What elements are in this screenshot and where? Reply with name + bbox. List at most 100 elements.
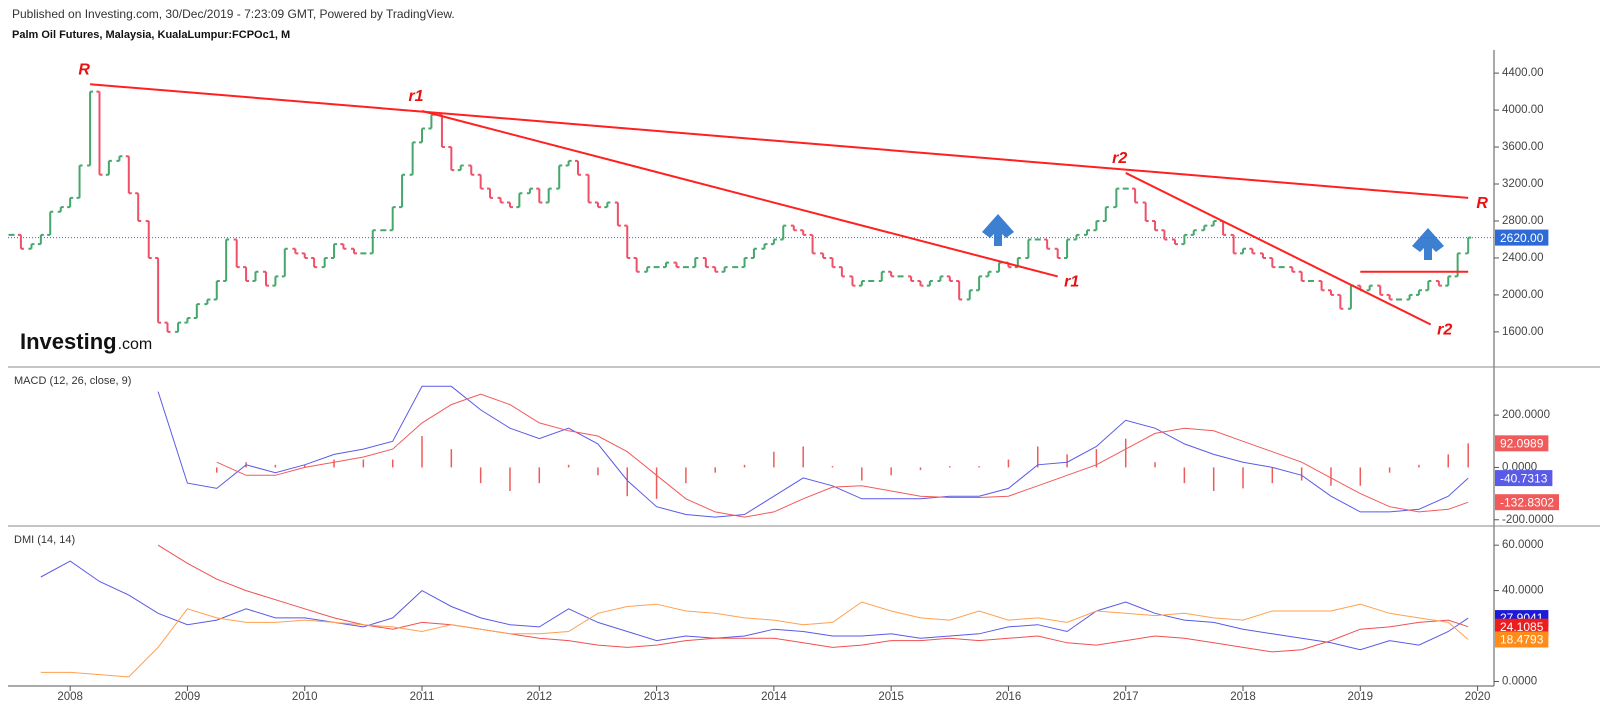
trendline bbox=[90, 83, 1469, 199]
price-bar bbox=[301, 252, 308, 259]
price-bar bbox=[858, 280, 865, 287]
price-bar bbox=[1181, 233, 1188, 246]
up-arrow bbox=[1412, 228, 1444, 260]
price-bar bbox=[556, 164, 563, 190]
price-bar bbox=[321, 256, 328, 269]
price-bar bbox=[1377, 284, 1384, 296]
value-badge bbox=[1495, 470, 1553, 487]
price-bar bbox=[8, 233, 15, 236]
price-bar bbox=[1396, 298, 1402, 301]
value-badge bbox=[1495, 618, 1549, 635]
price-bar bbox=[1190, 229, 1197, 236]
y-tick-label: 4000.00 bbox=[1502, 104, 1544, 116]
price-bar bbox=[1386, 293, 1393, 301]
y-tick-label: 3600.00 bbox=[1502, 141, 1544, 153]
price-bar bbox=[243, 266, 250, 283]
price-bar bbox=[937, 275, 944, 283]
price-bar bbox=[47, 210, 54, 236]
price-bar bbox=[926, 280, 933, 287]
x-tick-label: 2015 bbox=[878, 691, 904, 703]
price-bar bbox=[1327, 289, 1334, 296]
panel-title: MACD (12, 26, close, 9) bbox=[14, 375, 131, 387]
y-tick-label: 60.0000 bbox=[1502, 539, 1544, 551]
price-bar bbox=[76, 164, 83, 199]
price-bar bbox=[662, 261, 669, 269]
value-badge bbox=[1495, 494, 1560, 511]
price-bar bbox=[1415, 289, 1422, 296]
price-bar bbox=[1132, 187, 1139, 204]
price-bar bbox=[1113, 187, 1120, 209]
value-badge bbox=[1495, 435, 1549, 452]
price-bar bbox=[37, 233, 44, 246]
price-bar bbox=[1278, 266, 1285, 269]
price-bar bbox=[487, 187, 494, 199]
price-bar bbox=[1044, 238, 1051, 250]
price-bar bbox=[897, 275, 904, 278]
value-badge-label: 18.4793 bbox=[1500, 633, 1544, 647]
price-bar bbox=[213, 280, 220, 301]
price-bar bbox=[966, 289, 973, 301]
price-bar bbox=[1308, 280, 1315, 283]
price-bar bbox=[614, 201, 621, 227]
price-bar bbox=[1269, 256, 1276, 269]
price-bar bbox=[575, 159, 582, 176]
price-bar bbox=[809, 233, 816, 255]
dmi-line bbox=[40, 560, 1469, 651]
value-badge-label: -40.7313 bbox=[1500, 471, 1548, 485]
y-tick-label: 1600.00 bbox=[1502, 326, 1544, 338]
price-bar bbox=[1465, 236, 1472, 255]
price-bar bbox=[116, 155, 123, 162]
value-badge-label: 92.0989 bbox=[1500, 437, 1544, 451]
price-bar bbox=[184, 317, 191, 324]
y-tick-label: 2400.00 bbox=[1502, 252, 1544, 264]
trendline-label: r2 bbox=[1437, 322, 1452, 339]
price-bar bbox=[1210, 219, 1217, 227]
price-bar bbox=[164, 321, 171, 333]
price-bar bbox=[155, 256, 162, 324]
price-bar bbox=[193, 303, 200, 320]
x-tick-label: 2018 bbox=[1230, 691, 1256, 703]
price-bar bbox=[135, 192, 142, 222]
price-bar bbox=[1445, 275, 1452, 287]
value-badge-label: 24.1085 bbox=[1500, 620, 1544, 634]
dmi-line bbox=[40, 601, 1469, 678]
x-tick-label: 2010 bbox=[292, 691, 318, 703]
price-bar bbox=[409, 141, 416, 176]
price-bar bbox=[1171, 238, 1178, 246]
price-bar bbox=[252, 270, 259, 283]
price-bar bbox=[1093, 219, 1100, 232]
price-bar bbox=[985, 270, 992, 278]
price-bar bbox=[1406, 293, 1413, 301]
x-tick-label: 2011 bbox=[410, 691, 435, 703]
price-bar bbox=[545, 187, 552, 204]
price-bar bbox=[1230, 233, 1237, 255]
price-bar bbox=[204, 298, 211, 306]
price-bar bbox=[1240, 247, 1247, 255]
x-tick-label: 2009 bbox=[175, 691, 201, 703]
price-bar bbox=[604, 201, 611, 209]
macd-line bbox=[216, 393, 1469, 518]
price-bar bbox=[281, 247, 288, 278]
x-tick-label: 2012 bbox=[527, 691, 553, 703]
price-bar bbox=[682, 266, 689, 269]
trendline bbox=[1125, 172, 1432, 326]
price-bar bbox=[506, 201, 513, 209]
y-tick-label: 0.0000 bbox=[1502, 675, 1537, 687]
price-bar bbox=[946, 275, 953, 283]
y-tick-label: 200.0000 bbox=[1502, 409, 1550, 421]
price-bar bbox=[1152, 219, 1159, 232]
price-bar bbox=[1054, 247, 1061, 259]
price-bar bbox=[633, 256, 640, 273]
price-bar bbox=[1298, 270, 1305, 283]
price-bar bbox=[87, 90, 94, 167]
price-bar bbox=[820, 252, 827, 259]
price-bar bbox=[526, 187, 533, 195]
price-bar bbox=[888, 270, 895, 278]
price-bar bbox=[1318, 280, 1325, 292]
trendline-label: r1 bbox=[408, 88, 423, 105]
price-bar bbox=[448, 146, 455, 172]
price-bar bbox=[536, 187, 543, 204]
price-bar bbox=[1102, 206, 1109, 222]
x-tick-label: 2013 bbox=[644, 691, 670, 703]
